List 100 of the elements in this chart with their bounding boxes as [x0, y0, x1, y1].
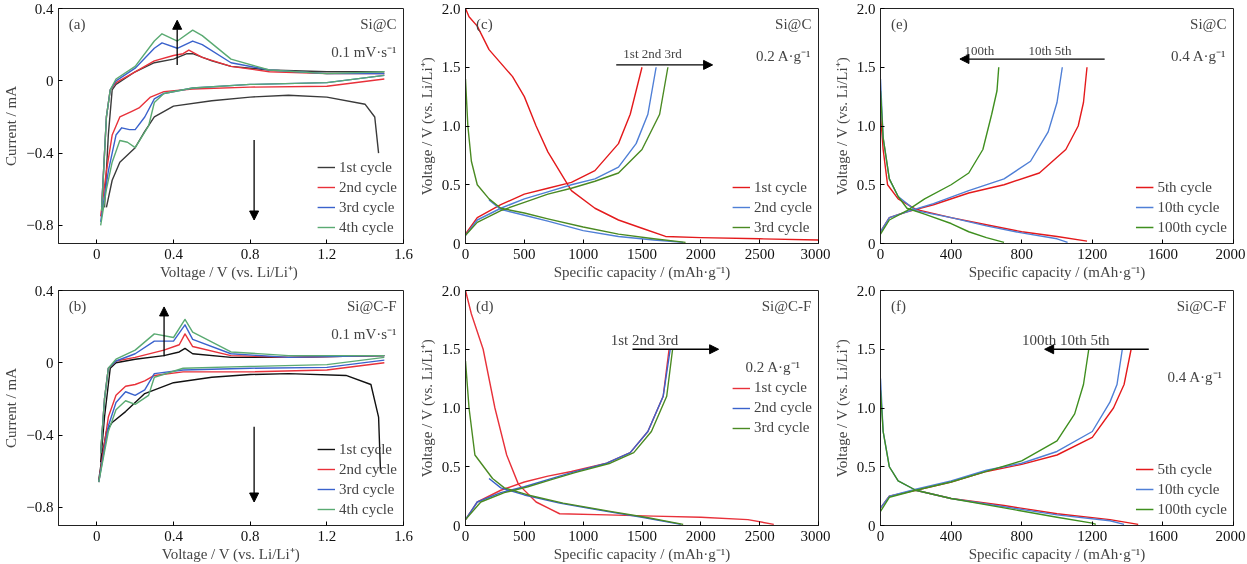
x-tick-label: 800: [1010, 527, 1033, 544]
x-tick-label: 1600: [1147, 527, 1178, 544]
x-tick-label: 1500: [627, 245, 657, 262]
x-axis-title: Specific capacity / (mAh·g⁻¹): [553, 545, 731, 563]
legend-label: 3rd cycle: [754, 419, 810, 436]
x-tick-label: 0.8: [240, 245, 260, 262]
y-tick-label: 0.4: [34, 0, 54, 17]
y-tick-label: 1.0: [441, 118, 461, 134]
x-axis-title: Voltage / V (vs. Li/Li⁺): [159, 263, 298, 281]
y-tick-label: −0.8: [26, 217, 54, 234]
annotation: (d): [476, 297, 494, 315]
annotation: 1st 2nd 3rd: [623, 46, 683, 62]
y-axis-title: Voltage / V (vs. Li/Li⁺): [418, 57, 436, 196]
x-tick-label: 1.2: [317, 527, 337, 544]
annotation: 0.1 mV·s⁻¹: [331, 43, 397, 60]
x-tick-label: 2500: [744, 245, 775, 262]
x-tick-label: 0.4: [164, 527, 184, 544]
y-axis-title: Voltage / V (vs. Li/Li⁺): [833, 339, 851, 478]
annotation: (a): [68, 15, 86, 33]
legend-label: 100th cycle: [1157, 500, 1227, 518]
y-axis-title: Voltage / V (vs. Li/Li⁺): [418, 339, 436, 478]
annotation: 0.4 A·g⁻¹: [1167, 369, 1223, 386]
x-tick-label: 0: [93, 245, 101, 262]
y-tick-label: 0.5: [856, 176, 876, 193]
annotation: 1st 2nd 3rd: [610, 332, 679, 349]
x-tick-label: 0.8: [240, 527, 260, 544]
y-tick-label: 0.5: [441, 176, 461, 193]
annotation: 100th: [964, 42, 995, 58]
x-tick-label: 1000: [568, 245, 599, 262]
y-tick-label: −0.4: [26, 145, 54, 162]
x-tick-label: 500: [513, 245, 536, 262]
x-tick-label: 1200: [1077, 527, 1108, 544]
legend-label: 2nd cycle: [339, 178, 397, 196]
legend-label: 1st cycle: [754, 178, 808, 196]
y-tick-label: 1.5: [441, 341, 461, 358]
x-axis-title: Specific capacity / (mAh·g⁻¹): [968, 263, 1146, 281]
annotation: 0.1 mV·s⁻¹: [331, 325, 397, 342]
legend-label: 1st cycle: [339, 158, 393, 176]
x-tick-label: 2000: [1215, 527, 1246, 544]
legend-label: 1st cycle: [754, 379, 808, 396]
x-axis-title: Voltage / V (vs. Li/Li⁺): [161, 545, 300, 563]
annotation: 0.4 A·g⁻¹: [1171, 48, 1226, 65]
legend-label: 2nd cycle: [339, 460, 397, 478]
x-tick-label: 1500: [627, 527, 657, 544]
x-tick-label: 0: [93, 527, 101, 544]
annotation: (b): [68, 297, 87, 315]
y-tick-label: 2.0: [441, 0, 461, 17]
y-tick-label: 2.0: [856, 0, 876, 17]
y-axis-title: Current / mA: [3, 85, 20, 166]
legend-label: 2nd cycle: [754, 399, 812, 416]
legend-label: 4th cycle: [339, 218, 394, 236]
legend-label: 3rd cycle: [339, 198, 395, 216]
y-tick-label: 0.5: [441, 458, 461, 475]
x-tick-label: 2500: [744, 527, 775, 544]
x-tick-label: 1600: [1147, 245, 1178, 262]
y-tick-label: 2.0: [856, 282, 876, 299]
y-tick-label: −0.8: [26, 499, 54, 516]
y-tick-label: 0.4: [34, 282, 54, 299]
y-tick-label: 1.0: [441, 400, 461, 416]
annotation: Si@C-F: [346, 297, 397, 314]
legend-label: 3rd cycle: [754, 218, 810, 236]
x-axis-title: Specific capacity / (mAh·g⁻¹): [553, 263, 731, 281]
annotation: (c): [476, 15, 493, 33]
annotation: (f): [891, 297, 907, 315]
annotation: 100th 10th 5th: [1022, 332, 1111, 349]
y-tick-label: 1.5: [856, 341, 876, 358]
x-tick-label: 400: [939, 527, 963, 544]
x-tick-label: 1.2: [317, 245, 337, 262]
x-tick-label: 2000: [1215, 245, 1246, 262]
annotation: Si@C: [360, 15, 397, 32]
x-tick-label: 0.4: [164, 245, 184, 262]
annotation: (e): [891, 15, 908, 33]
y-tick-label: −0.4: [26, 427, 54, 444]
x-axis-title: Specific capacity / (mAh·g⁻¹): [968, 545, 1146, 563]
y-axis-title: Voltage / V (vs. Li/Li⁺): [833, 57, 851, 196]
y-tick-label: 1.5: [856, 59, 876, 76]
y-tick-label: 1.0: [856, 400, 876, 416]
x-tick-label: 1.6: [394, 245, 414, 262]
legend-label: 10th cycle: [1157, 198, 1220, 216]
legend-label: 2nd cycle: [754, 198, 812, 216]
y-tick-label: 1.5: [441, 59, 461, 76]
y-tick-label: 0: [46, 72, 54, 89]
legend-label: 10th cycle: [1157, 480, 1220, 498]
legend-label: 5th cycle: [1157, 178, 1212, 196]
annotation: 10th 5th: [1028, 42, 1072, 58]
annotation: Si@C: [775, 15, 812, 32]
annotation: Si@C-F: [761, 297, 812, 314]
legend-label: 3rd cycle: [339, 480, 395, 498]
x-tick-label: 800: [1010, 245, 1033, 262]
annotation: Si@C-F: [1176, 297, 1227, 314]
legend-label: 4th cycle: [339, 500, 394, 518]
annotation: 0.2 A·g⁻¹: [756, 48, 811, 65]
x-tick-label: 2000: [685, 245, 716, 262]
annotation: Si@C: [1190, 15, 1227, 32]
annotation: 0.2 A·g⁻¹: [745, 359, 801, 376]
x-tick-label: 3000: [800, 527, 831, 544]
x-tick-label: 1000: [568, 527, 599, 544]
y-tick-label: 0.5: [856, 458, 876, 475]
x-tick-label: 2000: [685, 527, 716, 544]
y-tick-label: 2.0: [441, 282, 461, 299]
